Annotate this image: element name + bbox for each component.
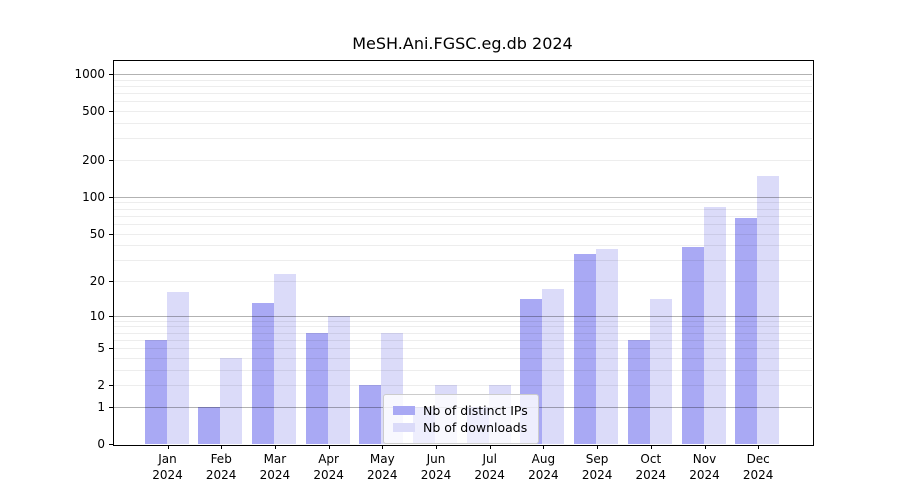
x-tick-label-may: May 2024 xyxy=(367,452,398,482)
x-tick-mark xyxy=(221,445,223,449)
x-tick-label-feb: Feb 2024 xyxy=(205,452,237,482)
x-tick-label-aug: Aug 2024 xyxy=(528,452,559,482)
x-tick-label-dec: Dec 2024 xyxy=(742,452,774,482)
y-tick-label: 10 xyxy=(89,308,105,323)
downloads-swatch-icon xyxy=(393,423,415,432)
y-tick-label: 2 xyxy=(97,378,105,393)
y-tick-label: 20 xyxy=(89,274,105,288)
legend-label: Nb of distinct IPs xyxy=(423,403,528,418)
x-tick-mark xyxy=(758,445,760,449)
y-tick-label: 500 xyxy=(82,104,105,119)
legend-label: Nb of downloads xyxy=(423,420,528,435)
x-tick-mark xyxy=(382,445,384,449)
x-tick-label-jun: Jun 2024 xyxy=(420,452,452,482)
distinct-ips-swatch-icon xyxy=(393,406,415,415)
plot-area xyxy=(113,60,814,446)
y-tick-mark xyxy=(109,281,113,282)
y-tick-label: 200 xyxy=(82,153,105,167)
y-tick-label: 0 xyxy=(97,437,105,451)
x-tick-mark xyxy=(167,445,169,449)
x-tick-mark xyxy=(650,445,652,449)
y-tick-label: 1000 xyxy=(74,67,105,81)
y-tick-label: 100 xyxy=(82,189,105,204)
y-tick-mark xyxy=(109,196,113,198)
y-tick-label: 50 xyxy=(89,226,105,241)
y-tick-mark xyxy=(109,74,113,75)
x-tick-label-oct: Oct 2024 xyxy=(635,452,667,482)
x-tick-mark xyxy=(436,445,437,449)
y-tick-mark xyxy=(109,406,113,408)
y-tick-label: 5 xyxy=(97,341,105,356)
legend-item-distinct-ips: Nb of distinct IPs xyxy=(393,403,528,418)
chart-title: MeSH.Ani.FGSC.eg.db 2024 xyxy=(352,34,573,53)
legend-item-downloads: Nb of downloads xyxy=(393,420,528,435)
y-tick-mark xyxy=(109,315,113,317)
x-tick-mark xyxy=(543,445,545,449)
x-tick-mark xyxy=(489,445,491,449)
y-tick-mark xyxy=(109,348,113,350)
legend: Nb of distinct IPs Nb of downloads xyxy=(383,394,539,444)
y-tick-mark xyxy=(109,111,113,113)
y-tick-mark xyxy=(109,160,113,161)
x-tick-label-nov: Nov 2024 xyxy=(689,452,720,482)
x-tick-mark xyxy=(704,445,706,449)
x-tick-label-apr: Apr 2024 xyxy=(313,452,344,482)
x-tick-label-jan: Jan 2024 xyxy=(152,452,183,482)
x-tick-label-mar: Mar 2024 xyxy=(259,452,291,482)
x-tick-label-sep: Sep 2024 xyxy=(581,452,613,482)
y-tick-mark xyxy=(109,233,113,235)
x-tick-mark xyxy=(597,445,599,449)
x-tick-mark xyxy=(328,445,330,449)
y-tick-mark xyxy=(109,385,113,387)
y-tick-label: 1 xyxy=(97,399,105,414)
x-tick-label-jul: Jul 2024 xyxy=(474,452,505,482)
x-tick-mark xyxy=(274,445,276,449)
y-tick-mark xyxy=(109,444,113,445)
